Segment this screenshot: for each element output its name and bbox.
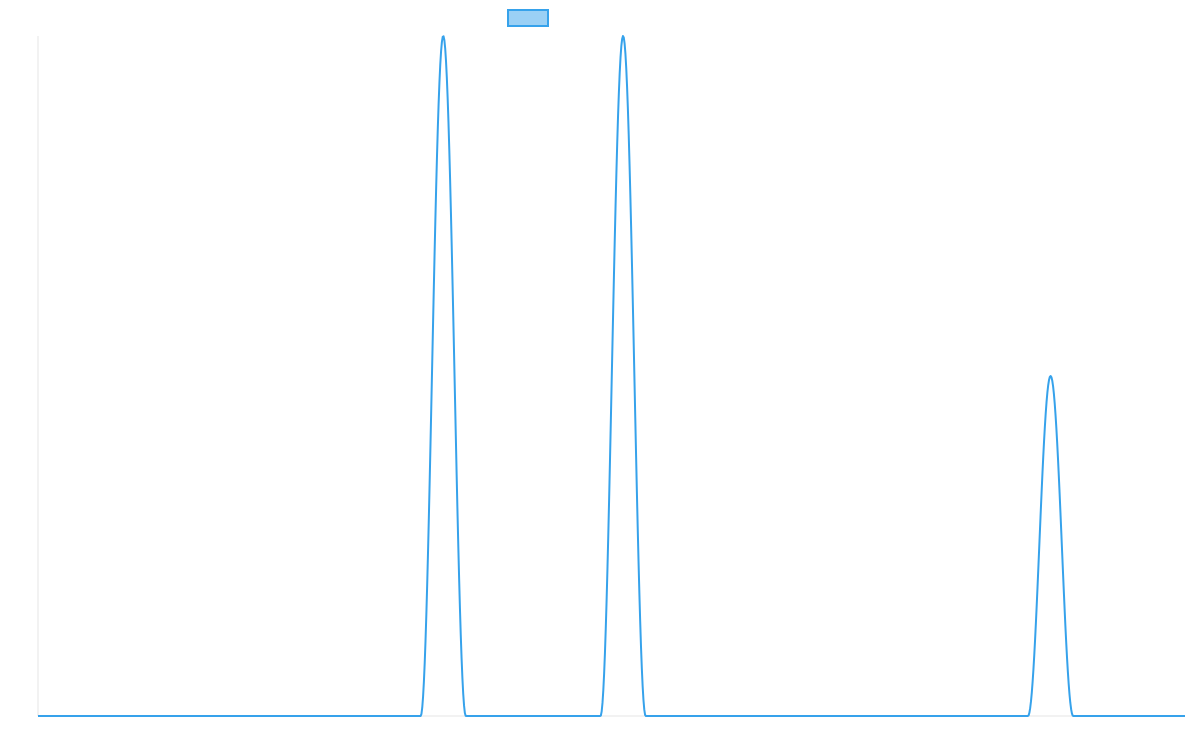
legend-swatch[interactable] <box>507 9 549 27</box>
series-line-0 <box>37 35 1186 717</box>
series-layer <box>37 35 1186 717</box>
legend[interactable] <box>507 9 549 27</box>
